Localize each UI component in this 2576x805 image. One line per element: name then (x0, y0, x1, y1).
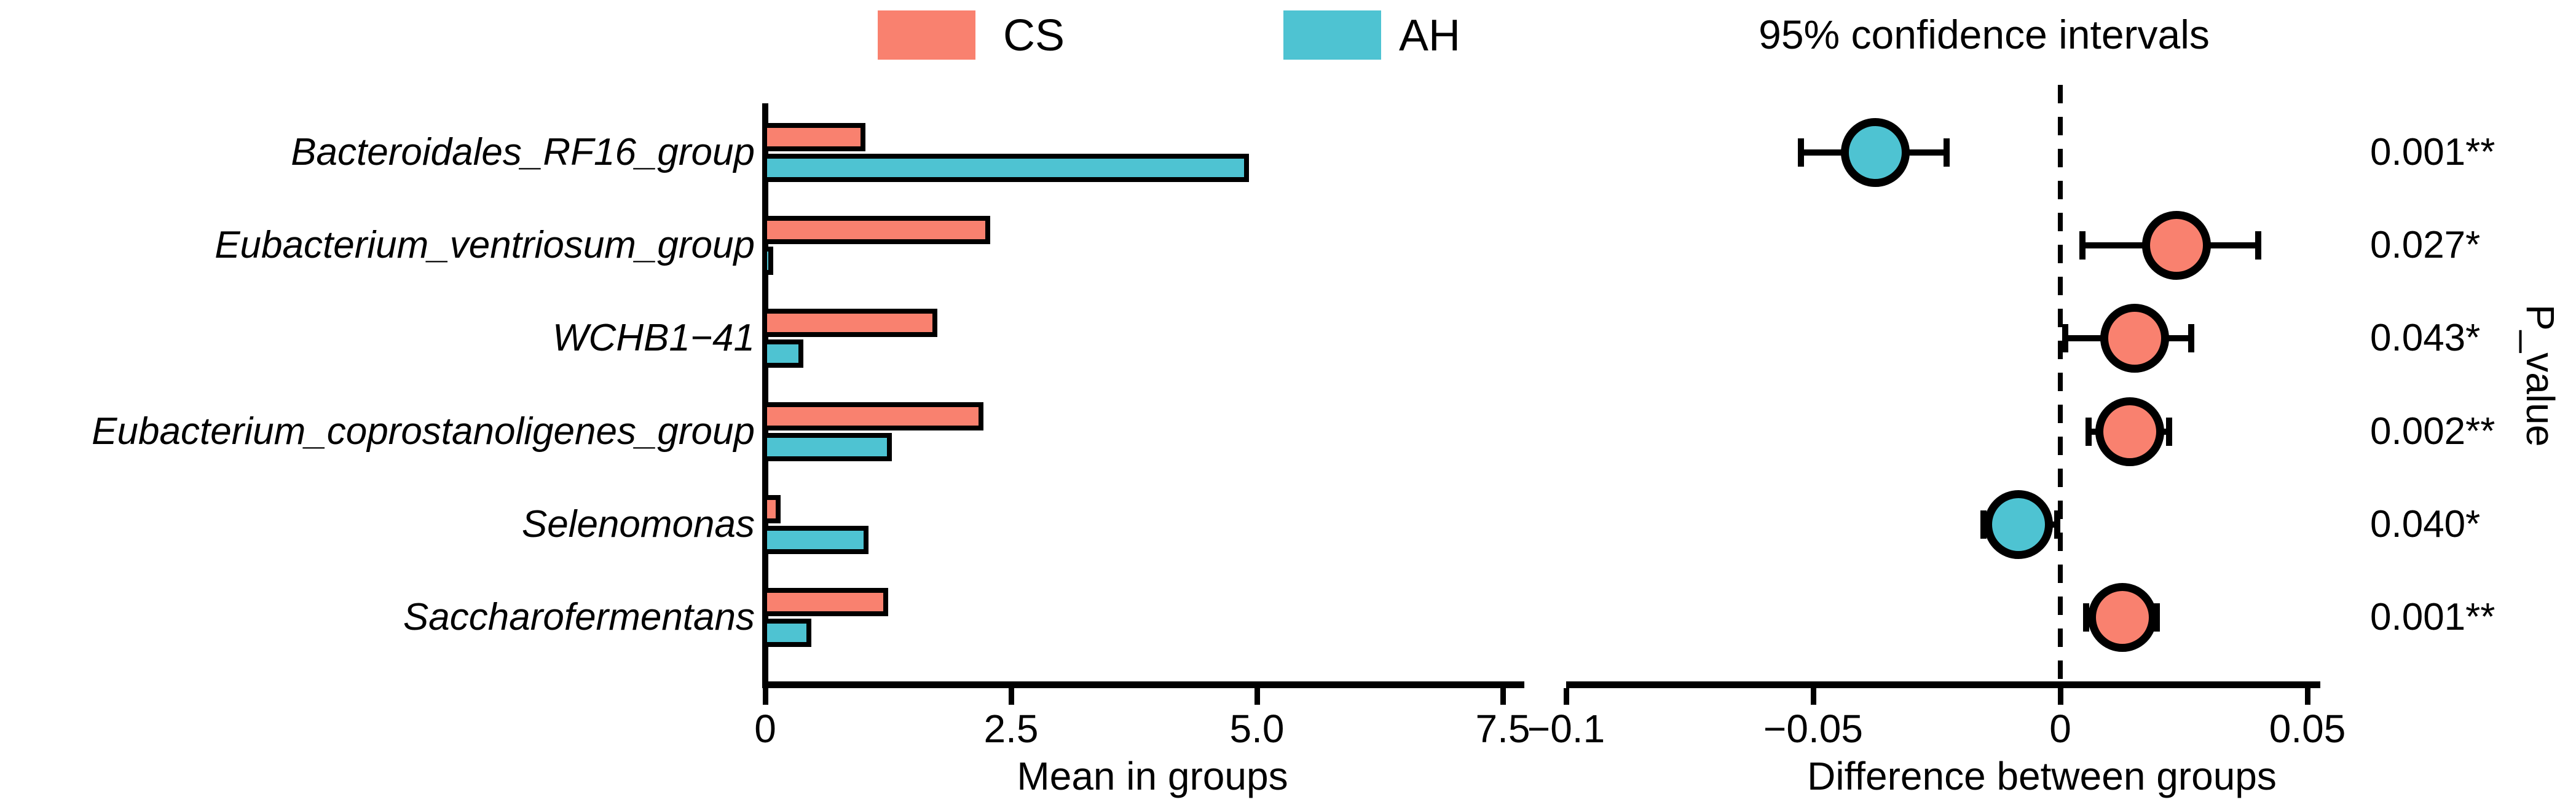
right-x-tick (1810, 688, 1816, 705)
p-value-axis-label: P_value (2518, 304, 2562, 447)
p-value-label: 0.027* (2370, 224, 2481, 267)
ci-error-bar-cap-right (1944, 138, 1950, 167)
right-x-tick (2304, 688, 2310, 705)
ci-error-bar-cap-left (1980, 510, 1987, 539)
right-x-tick (2057, 688, 2063, 705)
ci-error-bar-cap-right (2165, 417, 2172, 446)
ci-mean-dot (2141, 211, 2211, 280)
ci-error-bar-cap-left (2082, 603, 2089, 632)
ci-error-bar-cap-right (2153, 603, 2160, 632)
ah-bar (762, 154, 1249, 182)
taxon-label: WCHB1−41 (552, 317, 755, 360)
ci-mean-dot (1840, 118, 1910, 187)
taxon-label: Selenomonas (521, 502, 755, 545)
ah-bar (762, 525, 869, 554)
ci-error-bar-cap-left (2062, 324, 2069, 353)
taxon-label: Eubacterium_coprostanoligenes_group (92, 410, 755, 453)
cs-bar (762, 494, 781, 523)
ci-error-bar-cap-right (2054, 510, 2061, 539)
right-x-tick-label: 0.05 (2269, 707, 2346, 751)
left-x-tick-label: 5.0 (1229, 707, 1285, 751)
left-x-axis-title: Mean in groups (1017, 754, 1288, 798)
left-x-axis-line (762, 681, 1524, 688)
ci-error-bar-cap-left (1797, 138, 1804, 167)
taxon-label: Eubacterium_ventriosum_group (215, 224, 755, 267)
taxon-label: Saccharofermentans (403, 596, 755, 638)
ah-bar (762, 247, 773, 276)
ci-panel-title: 95% confidence intervals (1759, 12, 2210, 57)
cs-bar (762, 216, 991, 245)
cs-bar (762, 588, 888, 616)
ah-bar (762, 619, 811, 647)
legend-swatch-cs (878, 10, 975, 60)
ci-error-bar-cap-left (2079, 231, 2086, 260)
taxon-label: Bacteroidales_RF16_group (291, 131, 755, 173)
right-x-tick-label: −0.05 (1763, 707, 1863, 751)
legend-label-ah: AH (1399, 11, 1461, 60)
ci-mean-dot (2087, 583, 2157, 652)
left-x-tick (1500, 688, 1506, 705)
ah-bar (762, 432, 892, 461)
right-x-axis-line (1566, 681, 2320, 688)
cs-bar (762, 309, 937, 338)
p-value-label: 0.043* (2370, 317, 2481, 360)
right-x-axis-title: Difference between groups (1807, 754, 2277, 798)
ci-mean-dot (2100, 304, 2169, 373)
p-value-label: 0.001** (2370, 131, 2495, 173)
ci-error-bar-cap-right (2255, 231, 2261, 260)
p-value-label: 0.002** (2370, 410, 2495, 453)
cs-bar (762, 123, 865, 151)
right-x-tick-label: −0.1 (1527, 707, 1605, 751)
ci-mean-dot (1984, 490, 2054, 559)
legend-label-cs: CS (1003, 11, 1065, 60)
ci-error-bar-cap-right (2188, 324, 2195, 353)
left-x-tick-label: 7.5 (1475, 707, 1530, 751)
left-x-tick (1254, 688, 1260, 705)
left-y-axis-spine (762, 103, 768, 688)
ci-mean-dot (2095, 397, 2164, 466)
legend-swatch-ah (1283, 10, 1381, 60)
zero-difference-dashed-line (2058, 85, 2063, 688)
left-x-tick-label: 2.5 (983, 707, 1039, 751)
left-x-tick (1008, 688, 1014, 705)
p-value-label: 0.001** (2370, 596, 2495, 638)
ci-error-bar-cap-left (2085, 417, 2092, 446)
left-x-tick (762, 688, 768, 705)
right-x-tick (1563, 688, 1569, 705)
left-x-tick-label: 0 (754, 707, 776, 751)
cs-bar (762, 402, 983, 430)
ah-bar (762, 339, 804, 368)
p-value-label: 0.040* (2370, 502, 2481, 545)
right-x-tick-label: 0 (2049, 707, 2071, 751)
